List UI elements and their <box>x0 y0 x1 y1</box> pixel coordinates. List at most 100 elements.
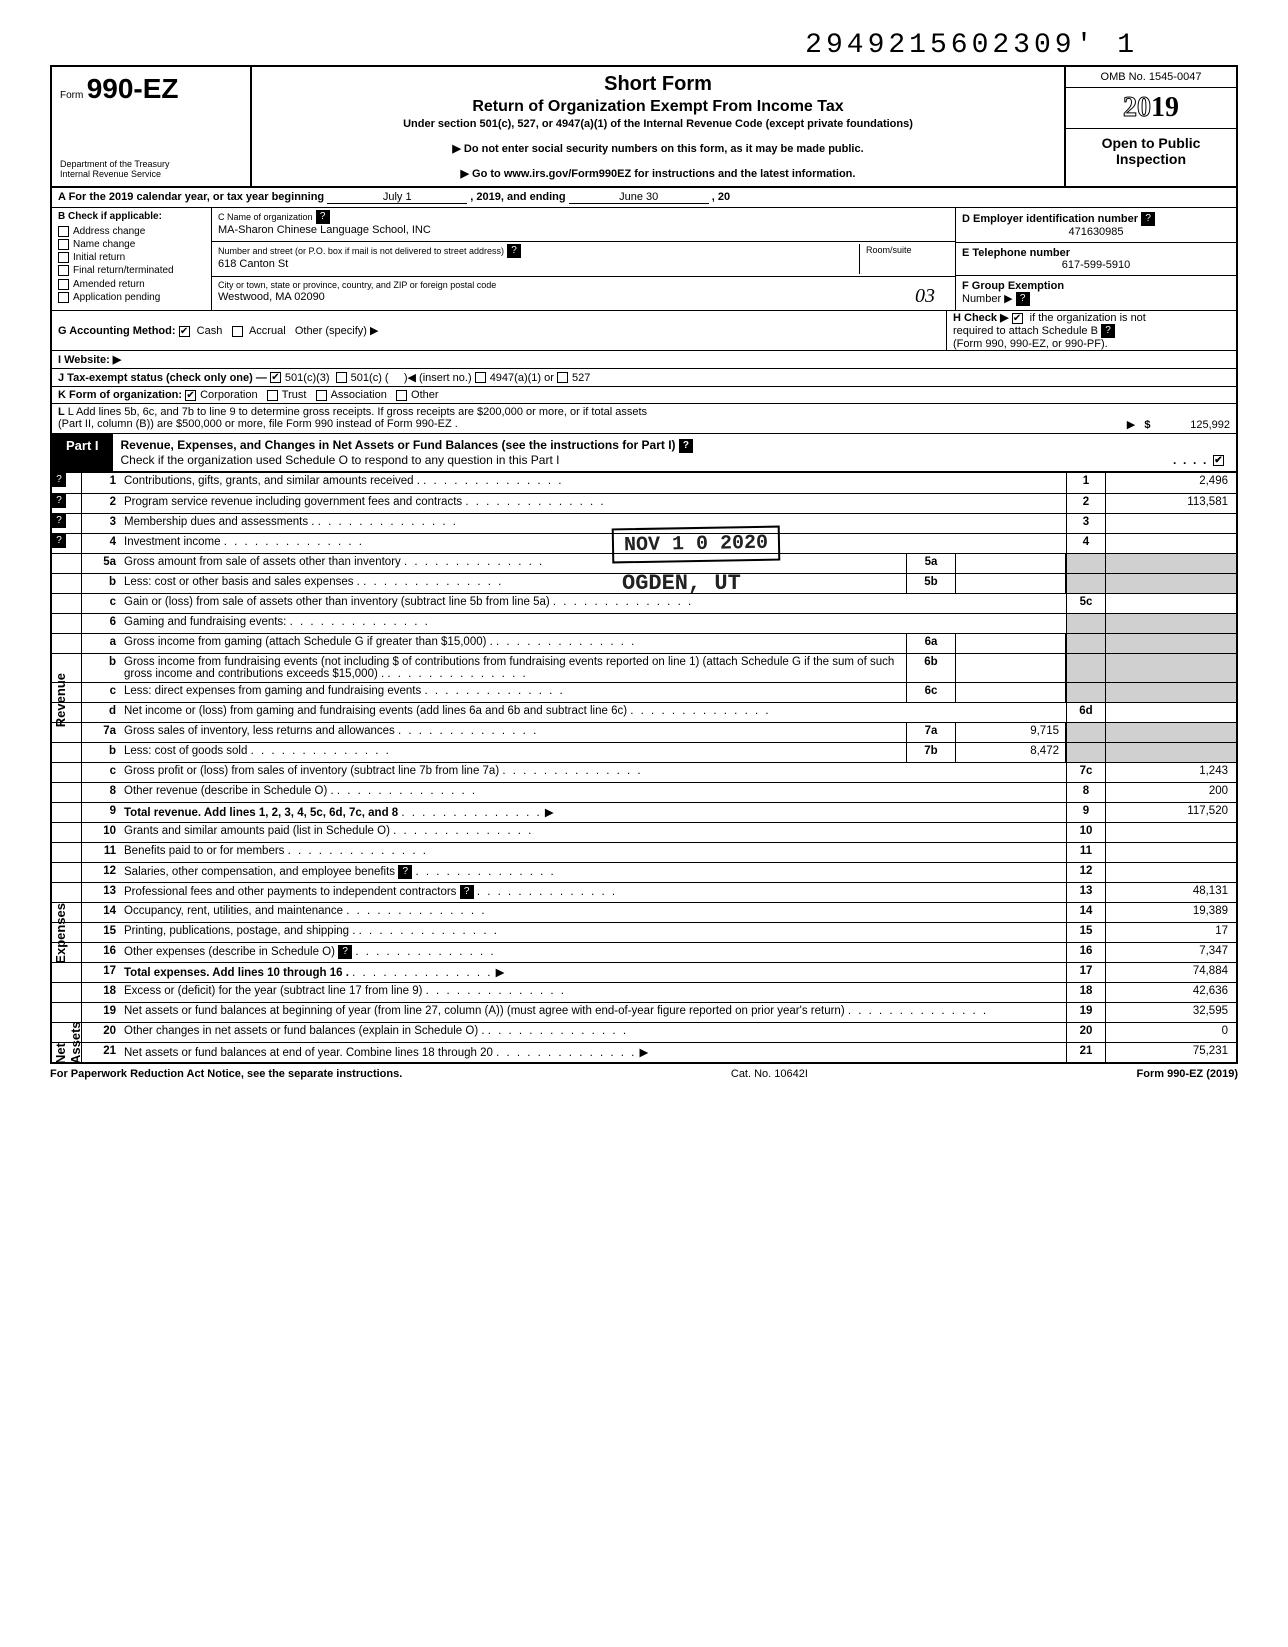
line-number: b <box>82 574 122 593</box>
row-l-text1: L Add lines 5b, 6c, and 7b to line 9 to … <box>68 406 647 418</box>
right-line-value <box>1106 843 1236 862</box>
right-line-ref: 4 <box>1066 534 1106 553</box>
line-number: 3 <box>82 514 122 533</box>
lbl-accrual: Accrual <box>249 325 286 337</box>
table-row: 11Benefits paid to or for members 11 <box>52 842 1236 862</box>
shaded-cell <box>1106 654 1236 682</box>
chk-initial-return[interactable] <box>58 252 69 263</box>
chk-527[interactable] <box>557 372 568 383</box>
part-1-title: Revenue, Expenses, and Changes in Net As… <box>121 438 676 452</box>
right-line-value <box>1106 863 1236 882</box>
lbl-501c: 501(c) ( <box>351 372 389 384</box>
help-icon[interactable]: ? <box>1141 212 1155 226</box>
right-line-value: 42,636 <box>1106 983 1236 1002</box>
row-h-label: H Check ▶ <box>953 312 1009 324</box>
row-l: L L Add lines 5b, 6c, and 7b to line 9 t… <box>50 403 1238 433</box>
mid-line-ref: 6a <box>906 634 956 653</box>
row-g-label: G Accounting Method: <box>58 325 176 337</box>
side-gutter: ? <box>52 473 82 493</box>
line-number: 7a <box>82 723 122 742</box>
row-i-website: I Website: ▶ <box>50 350 1238 368</box>
chk-501c[interactable] <box>336 372 347 383</box>
city-state-zip: Westwood, MA 02090 <box>218 291 325 303</box>
col-b-checkboxes: B Check if applicable: Address change Na… <box>52 208 212 310</box>
shaded-cell <box>1066 614 1106 633</box>
shaded-cell <box>1106 723 1236 742</box>
chk-trust[interactable] <box>267 390 278 401</box>
chk-name-change[interactable] <box>58 239 69 250</box>
form-number: 990-EZ <box>87 73 179 104</box>
chk-association[interactable] <box>316 390 327 401</box>
shaded-cell <box>1066 683 1106 702</box>
side-gutter <box>52 554 82 573</box>
lbl-cash: Cash <box>197 325 223 337</box>
help-icon[interactable]: ? <box>1101 324 1115 338</box>
mid-line-ref: 5b <box>906 574 956 593</box>
table-row: 9Total revenue. Add lines 1, 2, 3, 4, 5c… <box>52 802 1236 822</box>
right-line-ref: 16 <box>1066 943 1106 962</box>
shaded-cell <box>1066 654 1106 682</box>
row-a-tax-year: A For the 2019 calendar year, or tax yea… <box>50 188 1238 208</box>
open-to-public: Open to Public <box>1068 135 1234 151</box>
lbl-trust: Trust <box>282 389 307 401</box>
help-icon[interactable]: ? <box>1016 292 1030 306</box>
chk-schedule-o[interactable]: ✔ <box>1213 455 1224 466</box>
chk-schedule-b[interactable]: ✔ <box>1012 313 1023 324</box>
lbl-corporation: Corporation <box>200 389 257 401</box>
help-icon[interactable]: ? <box>52 473 66 487</box>
help-icon[interactable]: ? <box>316 210 330 224</box>
help-icon[interactable]: ? <box>679 439 693 453</box>
table-row: 17Total expenses. Add lines 10 through 1… <box>52 962 1236 982</box>
help-icon[interactable]: ? <box>338 945 352 959</box>
chk-address-change[interactable] <box>58 226 69 237</box>
table-row: 7aGross sales of inventory, less returns… <box>52 722 1236 742</box>
page-footer: For Paperwork Reduction Act Notice, see … <box>50 1064 1238 1080</box>
side-gutter <box>52 783 82 802</box>
line-description: Less: cost or other basis and sales expe… <box>122 574 906 593</box>
chk-501c3[interactable]: ✔ <box>270 372 281 383</box>
table-row: 13Professional fees and other payments t… <box>52 882 1236 902</box>
phone-value: 617-599-5910 <box>962 259 1230 271</box>
shaded-cell <box>1106 554 1236 573</box>
footer-mid: Cat. No. 10642I <box>731 1068 808 1080</box>
line-description: Other revenue (describe in Schedule O) . <box>122 783 1066 802</box>
chk-cash[interactable]: ✔ <box>179 326 190 337</box>
line-description: Gross income from fundraising events (no… <box>122 654 906 682</box>
chk-accrual[interactable] <box>232 326 243 337</box>
dept-line-2: Internal Revenue Service <box>60 170 242 180</box>
col-def: D Employer identification number ? 47163… <box>956 208 1236 310</box>
right-line-value: 48,131 <box>1106 883 1236 902</box>
help-icon[interactable]: ? <box>52 514 66 528</box>
side-section-label: Net Assets <box>53 1013 83 1064</box>
block-bcdef: B Check if applicable: Address change Na… <box>50 208 1238 310</box>
side-section-label: Expenses <box>53 903 68 964</box>
inspection-label: Inspection <box>1068 151 1234 167</box>
chk-corporation[interactable]: ✔ <box>185 390 196 401</box>
line-description: Printing, publications, postage, and shi… <box>122 923 1066 942</box>
chk-application-pending[interactable] <box>58 292 69 303</box>
chk-final-return[interactable] <box>58 265 69 276</box>
help-icon[interactable]: ? <box>398 865 412 879</box>
right-line-ref: 1 <box>1066 473 1106 493</box>
table-row: aGross income from gaming (attach Schedu… <box>52 633 1236 653</box>
form-header: Form 990-EZ Department of the Treasury I… <box>50 65 1238 188</box>
table-row: bLess: cost of goods sold 7b8,472 <box>52 742 1236 762</box>
help-icon[interactable]: ? <box>52 494 66 508</box>
part-1-table: NOV 1 0 2020 OGDEN, UT ?1Contributions, … <box>50 473 1238 1064</box>
right-line-value: 200 <box>1106 783 1236 802</box>
right-line-ref: 15 <box>1066 923 1106 942</box>
line-number: 14 <box>82 903 122 922</box>
right-line-ref: 20 <box>1066 1023 1106 1042</box>
help-icon[interactable]: ? <box>52 534 66 548</box>
help-icon[interactable]: ? <box>507 244 521 258</box>
side-gutter <box>52 843 82 862</box>
title-return: Return of Organization Exempt From Incom… <box>262 98 1054 116</box>
chk-4947[interactable] <box>475 372 486 383</box>
help-icon[interactable]: ? <box>460 885 474 899</box>
chk-amended-return[interactable] <box>58 279 69 290</box>
shaded-cell <box>1066 723 1106 742</box>
right-line-ref: 11 <box>1066 843 1106 862</box>
side-gutter: ? <box>52 494 82 513</box>
right-line-ref: 9 <box>1066 803 1106 822</box>
chk-other-org[interactable] <box>396 390 407 401</box>
